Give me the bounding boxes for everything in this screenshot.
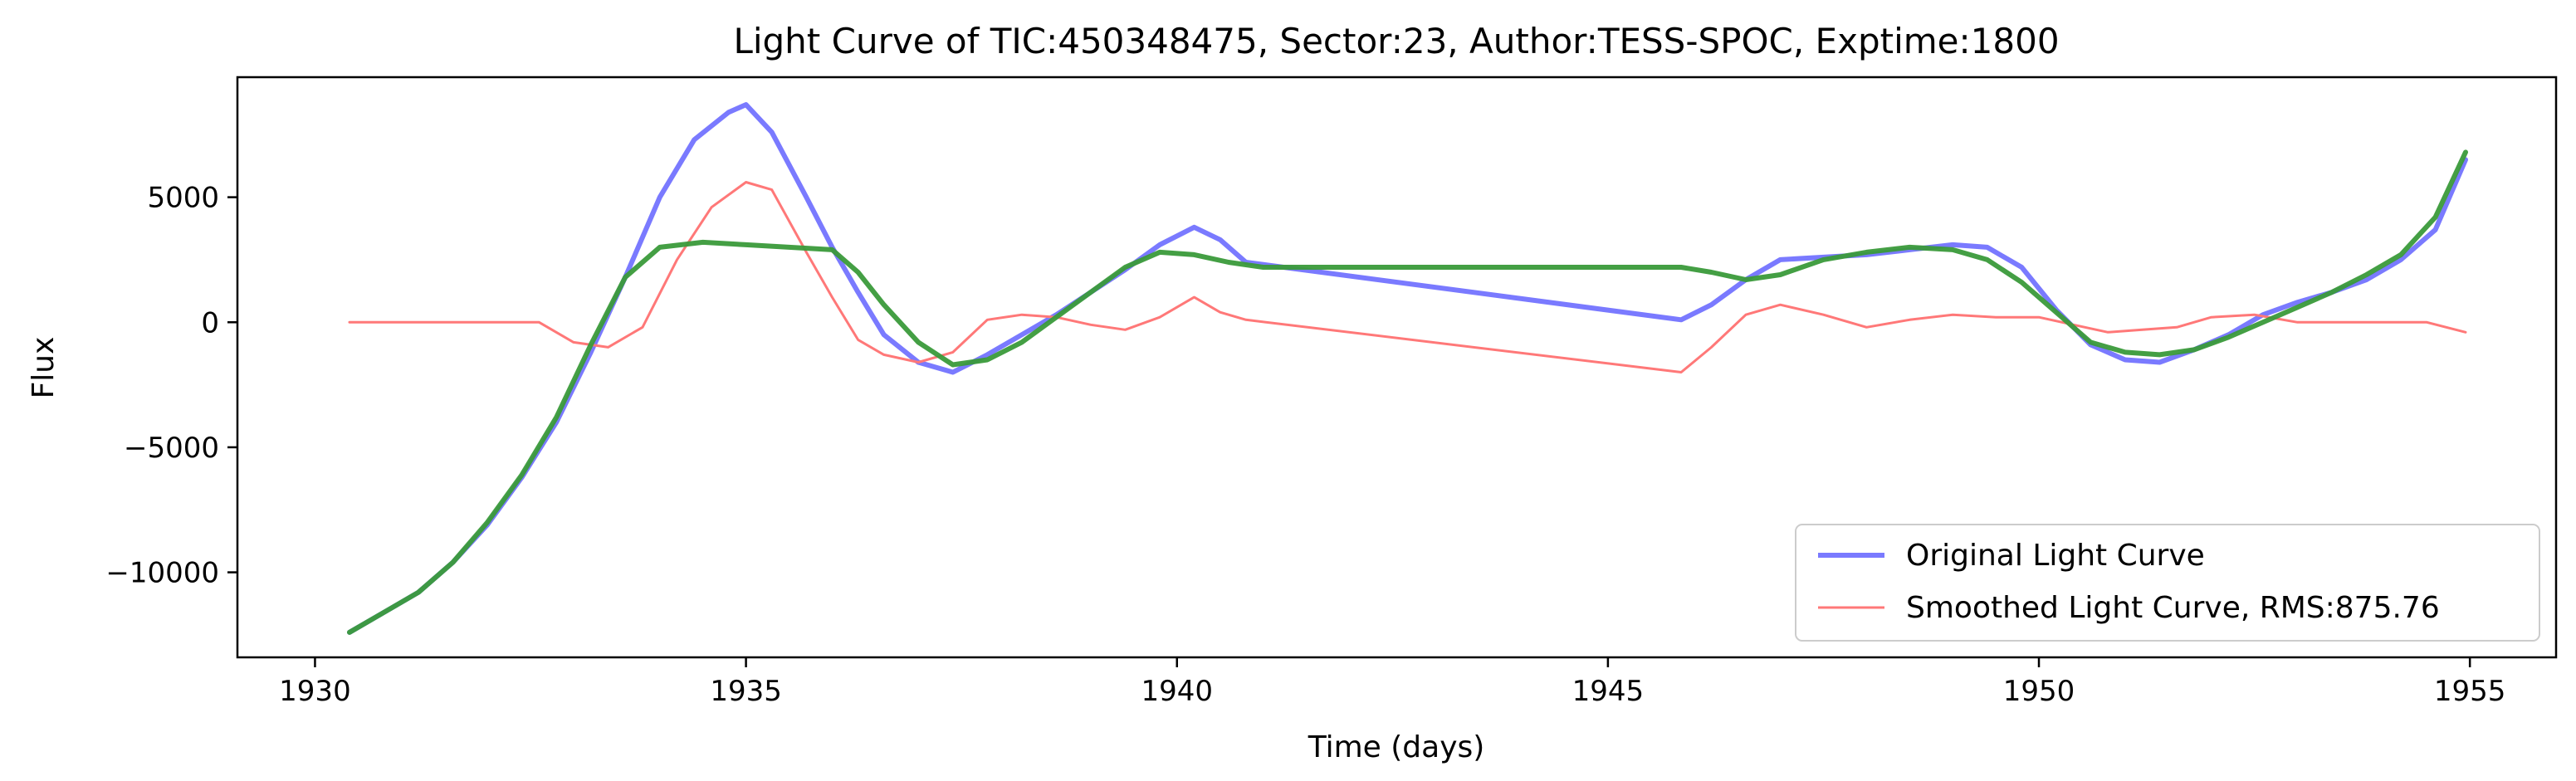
series-line-smoothed: [348, 181, 2467, 373]
x-axis-ticks: 1930 1935 1940 1945 1950 1955: [279, 657, 2505, 708]
legend: Original Light Curve Smoothed Light Curv…: [1795, 524, 2540, 642]
legend-label-smoothed: Smoothed Light Curve, RMS:875.76: [1906, 591, 2440, 625]
series-line-fit: [347, 149, 2468, 635]
plot-lines: [347, 102, 2468, 635]
y-tick-label: −5000: [124, 432, 219, 465]
x-tick-label: 1955: [2434, 675, 2506, 708]
plot-frame: [236, 76, 2558, 659]
x-tick-label: 1935: [710, 675, 782, 708]
x-axis-label: Time (days): [1308, 730, 1485, 764]
x-tick-label: 1940: [1141, 675, 1213, 708]
legend-label-original: Original Light Curve: [1906, 539, 2205, 573]
y-axis-label: Flux: [27, 337, 61, 399]
y-tick-label: 0: [201, 306, 219, 339]
y-tick-label: −10000: [105, 557, 219, 590]
y-tick-label: 5000: [147, 182, 219, 215]
x-tick-label: 1930: [279, 675, 351, 708]
x-tick-label: 1945: [1572, 675, 1645, 708]
series-line-original: [347, 102, 2468, 635]
x-tick-label: 1950: [2003, 675, 2075, 708]
y-axis-ticks: −10000 −5000 0 5000: [105, 182, 237, 590]
legend-box: [1795, 524, 2540, 642]
chart-title: Light Curve of TIC:450348475, Sector:23,…: [733, 21, 2059, 61]
